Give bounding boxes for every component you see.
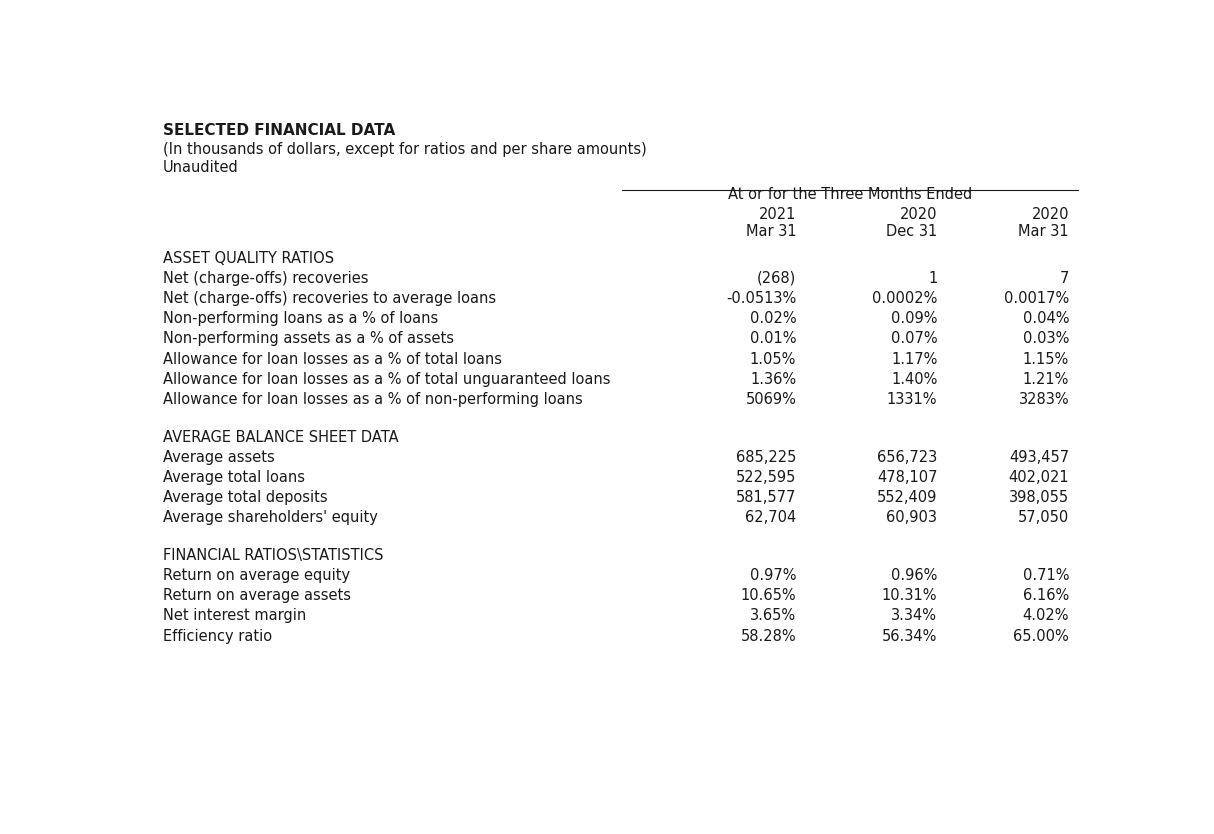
Text: 0.04%: 0.04% — [1022, 311, 1070, 326]
Text: Allowance for loan losses as a % of total unguaranteed loans: Allowance for loan losses as a % of tota… — [163, 372, 611, 387]
Text: 3283%: 3283% — [1019, 392, 1070, 407]
Text: 1.17%: 1.17% — [891, 352, 937, 367]
Text: 0.0017%: 0.0017% — [1004, 291, 1070, 306]
Text: 10.31%: 10.31% — [881, 588, 937, 603]
Text: Unaudited: Unaudited — [163, 160, 239, 175]
Text: 65.00%: 65.00% — [1014, 629, 1070, 644]
Text: 1331%: 1331% — [887, 392, 937, 407]
Text: 2020: 2020 — [900, 207, 937, 222]
Text: 0.0002%: 0.0002% — [872, 291, 937, 306]
Text: 6.16%: 6.16% — [1023, 588, 1070, 603]
Text: 57,050: 57,050 — [1017, 510, 1070, 525]
Text: 10.65%: 10.65% — [741, 588, 796, 603]
Text: Return on average equity: Return on average equity — [163, 568, 350, 583]
Text: 0.09%: 0.09% — [891, 311, 937, 326]
Text: 478,107: 478,107 — [877, 470, 937, 485]
Text: 0.97%: 0.97% — [750, 568, 796, 583]
Text: Mar 31: Mar 31 — [745, 224, 796, 239]
Text: Mar 31: Mar 31 — [1019, 224, 1070, 239]
Text: 3.34%: 3.34% — [891, 609, 937, 624]
Text: At or for the Three Months Ended: At or for the Three Months Ended — [728, 187, 972, 202]
Text: 581,577: 581,577 — [736, 490, 796, 505]
Text: 4.02%: 4.02% — [1022, 609, 1070, 624]
Text: 522,595: 522,595 — [736, 470, 796, 485]
Text: -0.0513%: -0.0513% — [726, 291, 796, 306]
Text: 2020: 2020 — [1032, 207, 1070, 222]
Text: Non-performing loans as a % of loans: Non-performing loans as a % of loans — [163, 311, 438, 326]
Text: AVERAGE BALANCE SHEET DATA: AVERAGE BALANCE SHEET DATA — [163, 430, 398, 445]
Text: Allowance for loan losses as a % of total loans: Allowance for loan losses as a % of tota… — [163, 352, 503, 367]
Text: (In thousands of dollars, except for ratios and per share amounts): (In thousands of dollars, except for rat… — [163, 142, 647, 157]
Text: 1.36%: 1.36% — [750, 372, 796, 387]
Text: 0.03%: 0.03% — [1022, 331, 1070, 346]
Text: 552,409: 552,409 — [877, 490, 937, 505]
Text: Average total deposits: Average total deposits — [163, 490, 328, 505]
Text: Non-performing assets as a % of assets: Non-performing assets as a % of assets — [163, 331, 454, 346]
Text: 656,723: 656,723 — [877, 450, 937, 465]
Text: 60,903: 60,903 — [886, 510, 937, 525]
Text: ASSET QUALITY RATIOS: ASSET QUALITY RATIOS — [163, 251, 334, 265]
Text: 62,704: 62,704 — [745, 510, 796, 525]
Text: 0.96%: 0.96% — [891, 568, 937, 583]
Text: 1.15%: 1.15% — [1023, 352, 1070, 367]
Text: 3.65%: 3.65% — [750, 609, 796, 624]
Text: 1.21%: 1.21% — [1022, 372, 1070, 387]
Text: 5069%: 5069% — [745, 392, 796, 407]
Text: 493,457: 493,457 — [1009, 450, 1070, 465]
Text: 0.01%: 0.01% — [750, 331, 796, 346]
Text: Average assets: Average assets — [163, 450, 274, 465]
Text: Net (charge-offs) recoveries to average loans: Net (charge-offs) recoveries to average … — [163, 291, 497, 306]
Text: Average shareholders' equity: Average shareholders' equity — [163, 510, 378, 525]
Text: Efficiency ratio: Efficiency ratio — [163, 629, 272, 644]
Text: 398,055: 398,055 — [1009, 490, 1070, 505]
Text: 2021: 2021 — [759, 207, 796, 222]
Text: SELECTED FINANCIAL DATA: SELECTED FINANCIAL DATA — [163, 123, 396, 138]
Text: 7: 7 — [1060, 271, 1070, 286]
Text: 1: 1 — [929, 271, 937, 286]
Text: Net (charge-offs) recoveries: Net (charge-offs) recoveries — [163, 271, 369, 286]
Text: 56.34%: 56.34% — [883, 629, 937, 644]
Text: Return on average assets: Return on average assets — [163, 588, 351, 603]
Text: 1.40%: 1.40% — [891, 372, 937, 387]
Text: Average total loans: Average total loans — [163, 470, 305, 485]
Text: 0.07%: 0.07% — [891, 331, 937, 346]
Text: Net interest margin: Net interest margin — [163, 609, 306, 624]
Text: Allowance for loan losses as a % of non-performing loans: Allowance for loan losses as a % of non-… — [163, 392, 583, 407]
Text: 1.05%: 1.05% — [750, 352, 796, 367]
Text: 0.71%: 0.71% — [1022, 568, 1070, 583]
Text: 402,021: 402,021 — [1009, 470, 1070, 485]
Text: Dec 31: Dec 31 — [886, 224, 937, 239]
Text: 685,225: 685,225 — [736, 450, 796, 465]
Text: 58.28%: 58.28% — [741, 629, 796, 644]
Text: 0.02%: 0.02% — [749, 311, 796, 326]
Text: (268): (268) — [758, 271, 796, 286]
Text: FINANCIAL RATIOS\STATISTICS: FINANCIAL RATIOS\STATISTICS — [163, 548, 384, 563]
